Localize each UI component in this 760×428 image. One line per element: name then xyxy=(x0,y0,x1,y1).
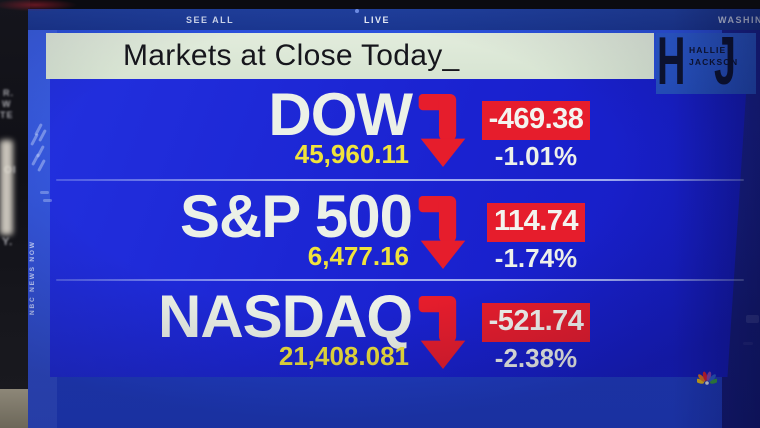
live-dot-icon xyxy=(355,9,359,13)
index-close: 21,408.081 xyxy=(278,341,409,371)
background-text-fragment: R. xyxy=(3,88,14,98)
index-name: DOW xyxy=(268,81,413,148)
headline-bar: Markets at Close Today_ xyxy=(46,33,654,79)
index-close: 45,960.11 xyxy=(294,139,409,169)
network-label: NBC NEWS NOW xyxy=(29,240,36,315)
markets-panel xyxy=(50,79,747,377)
index-close: 6,477.16 xyxy=(307,241,409,271)
down-arrow-icon xyxy=(418,94,466,167)
change-percent: -2.38% xyxy=(494,343,578,373)
page-title: Markets at Close Today_ xyxy=(123,39,460,72)
live-tab[interactable]: LIVE xyxy=(364,15,391,25)
location-label: WASHINGTON xyxy=(718,15,760,25)
anchor-logo-bug: H J HALLIE JACKSON xyxy=(656,33,756,94)
anchor-initial-j: J xyxy=(714,33,736,94)
background-text-fragment: W xyxy=(2,99,12,109)
change-percent: -1.74% xyxy=(494,243,578,273)
row-divider xyxy=(56,279,744,281)
anchor-last-name: JACKSON xyxy=(689,57,739,67)
see-all-button[interactable]: SEE ALL xyxy=(186,15,235,25)
screen-reflection xyxy=(743,342,753,345)
background-text-fragment: Y. xyxy=(2,236,14,248)
row-divider xyxy=(56,179,744,181)
screen-reflection xyxy=(746,315,759,323)
change-percent: -1.01% xyxy=(494,141,578,171)
index-name: NASDAQ xyxy=(157,283,413,350)
background-left-edge: R. W TE OI Y. xyxy=(0,0,30,428)
anchor-initial-h: H xyxy=(657,33,686,94)
market-row-sp500: S&P 500 6,477.16 114.74 -1.74% xyxy=(50,181,747,281)
background-glow xyxy=(0,0,130,14)
market-row-nasdaq: NASDAQ 21,408.081 -521.74 -2.38% xyxy=(50,281,747,377)
change-badge: 114.74 xyxy=(486,203,586,242)
background-light-blob xyxy=(0,140,13,235)
down-arrow-icon xyxy=(418,296,466,369)
index-name: S&P 500 xyxy=(179,183,413,250)
change-badge: -521.74 xyxy=(481,303,591,342)
stream-top-bar xyxy=(28,9,760,30)
anchor-first-name: HALLIE xyxy=(689,45,727,55)
change-badge: -469.38 xyxy=(481,101,591,140)
market-row-dow: DOW 45,960.11 -469.38 -1.01% xyxy=(50,79,747,181)
background-text-fragment: TE xyxy=(0,110,14,120)
down-arrow-icon xyxy=(418,196,466,269)
nbc-peacock-icon xyxy=(697,371,717,385)
background-desk-corner xyxy=(0,389,29,428)
